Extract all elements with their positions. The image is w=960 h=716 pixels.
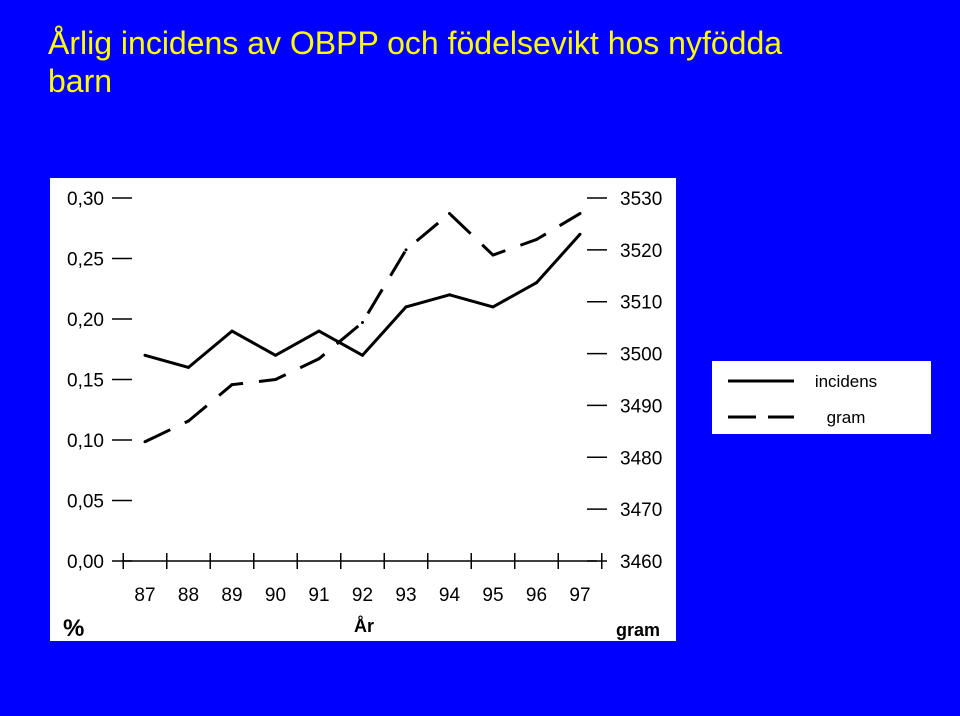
data-point-gram (448, 212, 451, 216)
data-point-gram (535, 237, 538, 241)
x-tick-label: 90 (265, 585, 286, 606)
left-tick-label: 0,20 (67, 310, 104, 331)
left-tick-label: 0,30 (67, 189, 104, 210)
data-point-gram (404, 248, 408, 252)
x-tick-label: 93 (395, 585, 416, 606)
x-tick-label: 89 (221, 585, 242, 606)
data-point-gram (230, 383, 234, 387)
right-tick-label: 3470 (620, 500, 662, 521)
x-tick-label: 96 (526, 585, 547, 606)
x-tick-label: 91 (308, 585, 329, 606)
right-tick-label: 3500 (620, 345, 662, 366)
data-point-incidens (187, 365, 190, 369)
data-point-incidens (404, 305, 408, 309)
x-tick-label: 87 (134, 585, 155, 606)
right-tick-label: 3530 (620, 189, 662, 210)
left-axis: 0,00 0,05 0,10 0,15 0,20 0,25 0,30 (67, 189, 132, 573)
data-point-incidens (535, 281, 538, 285)
left-tick-label: 0,15 (67, 371, 104, 392)
x-tick-label: 92 (352, 585, 373, 606)
left-tick-label: 0,05 (67, 492, 104, 513)
data-point-incidens (274, 353, 277, 357)
data-point-incidens (230, 329, 234, 333)
x-tick-label: 95 (482, 585, 503, 606)
data-point-gram (187, 419, 190, 423)
legend-label-incidens: incidens (815, 372, 877, 391)
right-tick-label: 3480 (620, 448, 662, 469)
y2-axis-label: gram (616, 620, 660, 640)
data-point-incidens (361, 353, 364, 357)
legend-label-gram: gram (827, 408, 866, 427)
legend: incidens gram (728, 372, 877, 427)
x-axis: 87 88 89 90 91 92 93 94 95 96 97 (122, 553, 603, 606)
data-point-gram (143, 440, 147, 444)
data-point-incidens (578, 232, 582, 236)
left-tick-label: 0,10 (67, 431, 104, 452)
data-point-gram (578, 212, 582, 216)
data-point-incidens (317, 329, 321, 333)
data-point-gram (274, 378, 277, 381)
left-tick-label: 0,00 (67, 552, 104, 573)
x-tick-label: 97 (569, 585, 590, 606)
data-point-gram (491, 253, 495, 257)
y-axis-label: % (63, 615, 84, 642)
left-tick-label: 0,25 (67, 250, 104, 271)
data-point-gram (361, 320, 364, 324)
x-tick-label: 94 (439, 585, 461, 606)
x-tick-label: 88 (178, 585, 199, 606)
right-tick-label: 3520 (620, 241, 662, 262)
x-axis-label: År (354, 616, 374, 636)
right-tick-label: 3490 (620, 396, 662, 417)
data-point-incidens (491, 305, 495, 309)
right-axis: 3460 3470 3480 3490 3500 3510 3520 3530 (587, 189, 662, 573)
chart-title: Årlig incidens av OBPP och födelsevikt h… (48, 25, 783, 99)
right-tick-label: 3460 (620, 552, 662, 573)
legend-box (712, 361, 931, 434)
data-point-incidens (448, 293, 451, 297)
plot-area (50, 178, 676, 641)
data-point-gram (317, 357, 321, 361)
data-point-incidens (143, 353, 147, 357)
series-lines (143, 212, 582, 444)
right-tick-label: 3510 (620, 293, 662, 314)
